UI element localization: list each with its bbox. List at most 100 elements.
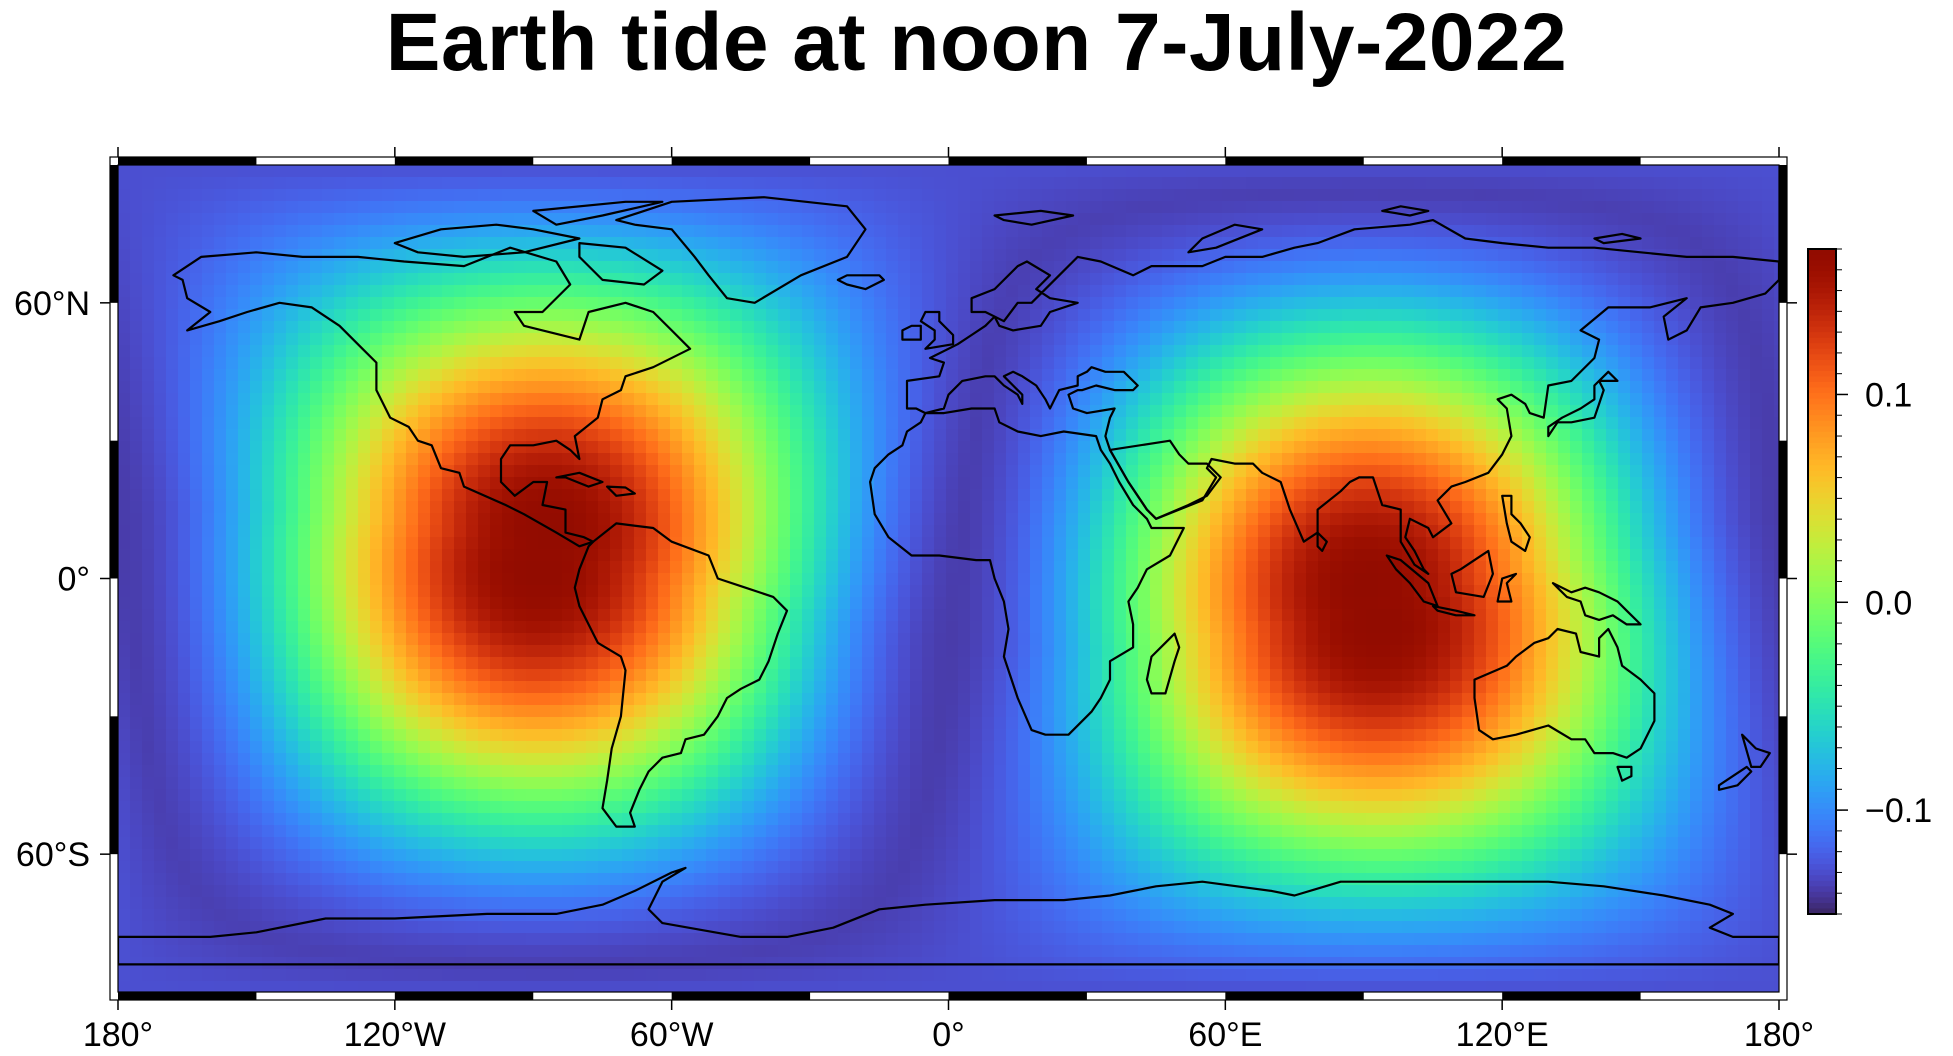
colorbar-step (1808, 503, 1836, 511)
frame-segment (1779, 165, 1787, 303)
colorbar-step (1808, 531, 1836, 538)
colorbar-step (1808, 332, 1836, 339)
coastline-6 (1108, 439, 1222, 520)
colorbar-step (1808, 869, 1836, 876)
colorbar-step (1808, 282, 1836, 289)
colorbar-step (1808, 886, 1836, 893)
colorbar-step (1808, 437, 1836, 444)
colorbar-step (1808, 620, 1836, 627)
colorbar-step (1808, 769, 1836, 777)
frame-segment (110, 440, 118, 579)
coastline-9 (1741, 733, 1771, 768)
coastline-24 (118, 866, 1779, 966)
frame-segment (948, 157, 1087, 165)
frame-segment (118, 992, 257, 1000)
map-title: Earth tide at noon 7-July-2022 (385, 0, 1568, 88)
coastline-17 (1431, 605, 1476, 617)
tide-field (118, 165, 1779, 992)
frame-segment (118, 157, 257, 165)
colorbar-step (1808, 836, 1836, 843)
coastline-30 (1381, 205, 1430, 217)
colorbar-step (1808, 625, 1836, 633)
coastline-28 (993, 209, 1075, 226)
colorbar-step (1808, 481, 1836, 488)
coastline-20 (1501, 494, 1531, 552)
colorbar-step (1808, 326, 1836, 333)
coastline-22 (555, 471, 604, 488)
colorbar-tick-label: 0.1 (1865, 376, 1912, 414)
colorbar-step (1808, 631, 1836, 638)
frame-segment (110, 165, 118, 303)
colorbar-step (1808, 542, 1836, 549)
coastline-4 (1145, 632, 1181, 695)
x-tick-label: 120°W (344, 1016, 446, 1054)
frame-segment (1225, 992, 1364, 1000)
coastline-10 (1717, 765, 1753, 791)
colorbar-step (1808, 287, 1836, 295)
colorbar-step (1808, 736, 1836, 743)
coastline-18 (1551, 582, 1642, 626)
colorbar-step (1808, 686, 1836, 694)
colorbar-step (1808, 271, 1836, 278)
colorbar-step (1808, 354, 1836, 361)
colorbar-step (1808, 902, 1836, 910)
colorbar-step (1808, 298, 1836, 306)
coastline-25 (393, 223, 581, 258)
colorbar-step (1808, 365, 1836, 372)
x-tick-label: 120°E (1456, 1016, 1549, 1054)
colorbar-step (1808, 692, 1836, 699)
coastline-31 (1593, 232, 1642, 245)
colorbar-step (1808, 841, 1836, 849)
x-tick-label: 0° (932, 1016, 965, 1054)
colorbar-step (1808, 653, 1836, 660)
colorbar-step (1808, 603, 1836, 610)
colorbar-step (1808, 359, 1836, 367)
colorbar-step (1808, 642, 1836, 649)
frame-segment (1779, 716, 1787, 855)
coastline-0 (172, 246, 692, 548)
colorbar-step (1808, 309, 1836, 317)
colorbar-step (1808, 581, 1836, 588)
colorbar-step (1808, 537, 1836, 544)
colorbar-step (1808, 387, 1836, 394)
colorbar-step (1808, 526, 1836, 533)
colorbar-step (1808, 559, 1836, 566)
colorbar-tick-label: −0.1 (1865, 792, 1932, 830)
coastline-27 (578, 242, 664, 286)
x-tick-label: 60°W (630, 1016, 714, 1054)
colorbar-step (1808, 858, 1836, 865)
y-tick-label: 60°N (14, 285, 90, 323)
colorbar-step (1808, 697, 1836, 705)
colorbar-step (1808, 420, 1836, 428)
colorbar-step (1808, 570, 1836, 577)
colorbar-step (1808, 459, 1836, 466)
colorbar-step (1808, 553, 1836, 561)
colorbar-step (1808, 254, 1836, 261)
colorbar-step (1808, 636, 1836, 644)
colorbar-step (1808, 442, 1836, 450)
colorbar-step (1808, 664, 1836, 671)
colorbar-step (1808, 659, 1836, 666)
colorbar-step (1808, 476, 1836, 483)
colorbar-step (1808, 614, 1836, 621)
colorbar-step (1808, 875, 1836, 882)
colorbar-step (1808, 891, 1836, 899)
colorbar-step (1808, 908, 1836, 915)
colorbar-step (1808, 454, 1836, 461)
colorbar-step (1808, 465, 1836, 472)
colorbar-step (1808, 742, 1836, 749)
colorbar-step (1808, 703, 1836, 710)
coastline-5 (905, 219, 1779, 575)
colorbar-step (1808, 321, 1836, 328)
colorbar-step (1808, 808, 1836, 815)
colorbar-step (1808, 747, 1836, 754)
coastline-7 (1473, 627, 1656, 759)
colorbar-step (1808, 409, 1836, 416)
colorbar-step (1808, 315, 1836, 322)
colorbar-step (1808, 515, 1836, 522)
coastlines (118, 196, 1779, 966)
colorbar-step (1808, 376, 1836, 383)
colorbar-step (1808, 725, 1836, 732)
coastline-11 (1547, 370, 1619, 438)
colorbar-step (1808, 825, 1836, 832)
